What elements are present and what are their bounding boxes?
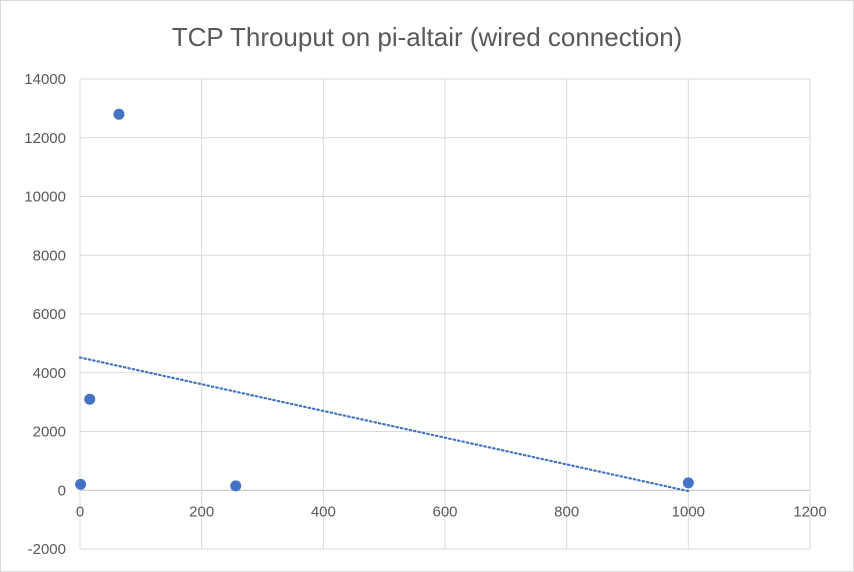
y-tick-label: 14000: [24, 71, 66, 88]
data-point: [84, 393, 96, 405]
x-tick-label: 0: [76, 503, 84, 520]
y-tick-label: 12000: [24, 130, 66, 147]
x-tick-label: 1000: [672, 503, 705, 520]
y-tick-label: 4000: [33, 365, 66, 382]
y-tick-label: 8000: [33, 247, 66, 264]
data-point: [230, 480, 242, 492]
x-tick-label: 1200: [793, 503, 826, 520]
grid-lines: [79, 78, 811, 550]
data-point: [75, 478, 87, 490]
chart-title: TCP Throuput on pi-altair (wired connect…: [171, 22, 683, 52]
x-tick-label: 200: [189, 503, 214, 520]
y-tick-label: 0: [58, 482, 66, 499]
y-tick-label: 2000: [33, 424, 66, 441]
x-tick-label: 400: [311, 503, 336, 520]
y-tick-labels: -2000 0 2000 4000 6000 8000 10000 12000 14000: [24, 71, 66, 558]
y-tick-label: 10000: [24, 189, 66, 206]
x-tick-label: 800: [554, 503, 579, 520]
data-point: [682, 477, 694, 489]
x-tick-labels: 0 200 400 600 800 1000 1200: [76, 503, 827, 520]
data-point: [113, 108, 125, 120]
y-tick-label: 6000: [33, 306, 66, 323]
trendline-layer: [78, 356, 690, 493]
data-points: [75, 108, 694, 492]
y-tick-label: -2000: [28, 541, 66, 558]
trendline: [78, 356, 690, 493]
x-tick-label: 600: [432, 503, 457, 520]
